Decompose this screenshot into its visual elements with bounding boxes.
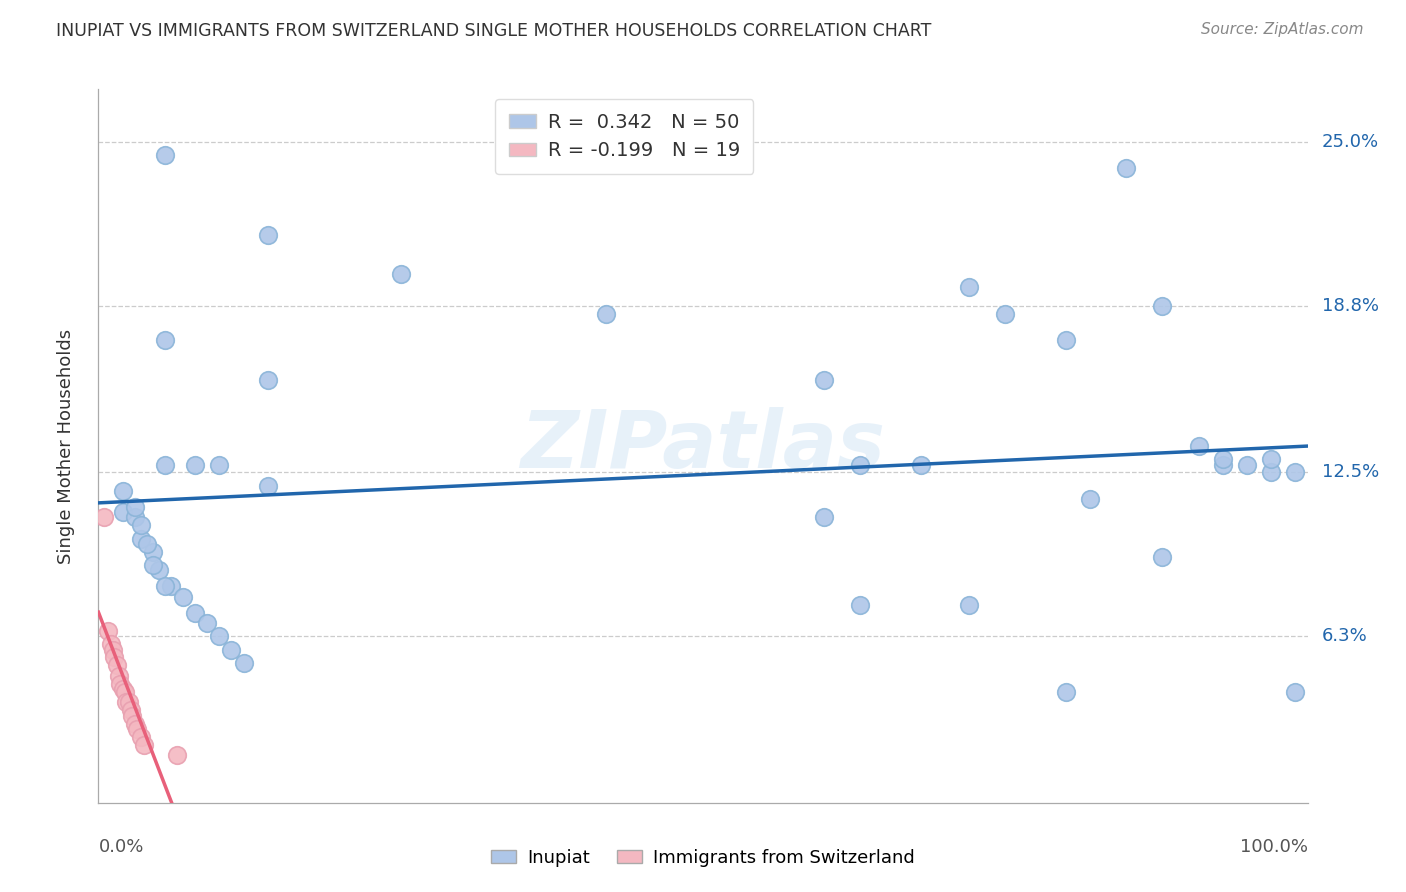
Point <box>957 598 980 612</box>
Point <box>121 708 143 723</box>
Point <box>208 458 231 472</box>
Point <box>108 669 131 683</box>
Point <box>184 458 207 472</box>
Point <box>114 685 136 699</box>
Point <box>1188 439 1211 453</box>
Point <box>1284 466 1306 480</box>
Point <box>849 458 872 472</box>
Point <box>1212 452 1234 467</box>
Point <box>1212 458 1234 472</box>
Text: ZIPatlas: ZIPatlas <box>520 407 886 485</box>
Legend: Inupiat, Immigrants from Switzerland: Inupiat, Immigrants from Switzerland <box>484 842 922 874</box>
Point <box>184 606 207 620</box>
Point <box>129 730 152 744</box>
Point <box>994 307 1017 321</box>
Point <box>97 624 120 638</box>
Point <box>256 227 278 242</box>
Point <box>160 579 183 593</box>
Point <box>1115 161 1137 176</box>
Point <box>1260 466 1282 480</box>
Point <box>1054 685 1077 699</box>
Point <box>1152 549 1174 564</box>
Y-axis label: Single Mother Households: Single Mother Households <box>56 328 75 564</box>
Point <box>232 656 254 670</box>
Point <box>134 738 156 752</box>
Point <box>595 307 617 321</box>
Point <box>153 458 176 472</box>
Point <box>101 642 124 657</box>
Point <box>100 637 122 651</box>
Point <box>111 505 134 519</box>
Point <box>195 616 218 631</box>
Text: Source: ZipAtlas.com: Source: ZipAtlas.com <box>1201 22 1364 37</box>
Point <box>1260 452 1282 467</box>
Point <box>108 677 131 691</box>
Point <box>142 545 165 559</box>
Point <box>129 532 152 546</box>
Point <box>115 695 138 709</box>
Point <box>172 590 194 604</box>
Point <box>118 695 141 709</box>
Point <box>111 483 134 498</box>
Point <box>813 510 835 524</box>
Point <box>111 682 134 697</box>
Point <box>103 650 125 665</box>
Text: 12.5%: 12.5% <box>1322 464 1379 482</box>
Point <box>389 267 412 281</box>
Text: INUPIAT VS IMMIGRANTS FROM SWITZERLAND SINGLE MOTHER HOUSEHOLDS CORRELATION CHAR: INUPIAT VS IMMIGRANTS FROM SWITZERLAND S… <box>56 22 932 40</box>
Point <box>221 642 243 657</box>
Point <box>124 716 146 731</box>
Point <box>129 518 152 533</box>
Text: 0.0%: 0.0% <box>98 838 143 856</box>
Point <box>1236 458 1258 472</box>
Text: 25.0%: 25.0% <box>1322 133 1379 151</box>
Point <box>142 558 165 572</box>
Point <box>135 537 157 551</box>
Point <box>1078 491 1101 506</box>
Text: 100.0%: 100.0% <box>1240 838 1308 856</box>
Point <box>93 510 115 524</box>
Point <box>1152 299 1174 313</box>
Point <box>105 658 128 673</box>
Point <box>208 629 231 643</box>
Point <box>120 703 142 717</box>
Text: 6.3%: 6.3% <box>1322 627 1368 645</box>
Point <box>957 280 980 294</box>
Point <box>1054 333 1077 347</box>
Point <box>910 458 932 472</box>
Point <box>153 333 176 347</box>
Legend: R =  0.342   N = 50, R = -0.199   N = 19: R = 0.342 N = 50, R = -0.199 N = 19 <box>495 99 754 174</box>
Point <box>256 478 278 492</box>
Point <box>256 373 278 387</box>
Point <box>849 598 872 612</box>
Text: 18.8%: 18.8% <box>1322 297 1379 315</box>
Point <box>166 748 188 763</box>
Point <box>153 148 176 162</box>
Point <box>153 579 176 593</box>
Point <box>124 510 146 524</box>
Point <box>124 500 146 514</box>
Point <box>127 722 149 736</box>
Point <box>1284 685 1306 699</box>
Point <box>813 373 835 387</box>
Point <box>148 563 170 577</box>
